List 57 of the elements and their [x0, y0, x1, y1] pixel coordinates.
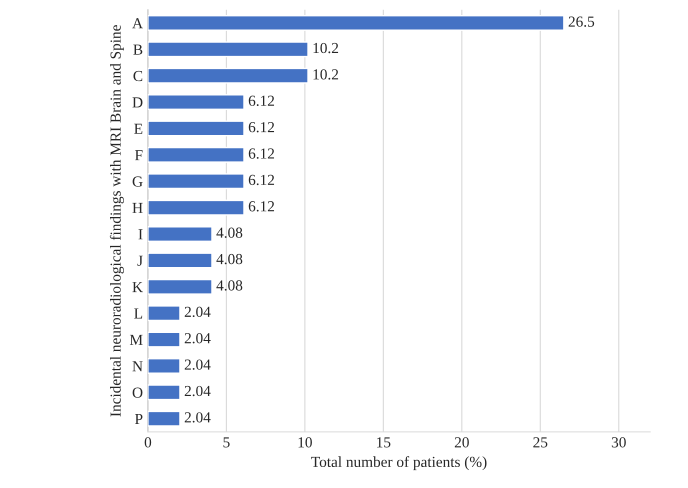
- y-tick-label: E: [134, 124, 142, 134]
- bar: [148, 305, 181, 322]
- x-tick-label: 20: [454, 437, 469, 448]
- x-tick-label: 15: [377, 437, 390, 448]
- x-tick-label: 25: [533, 437, 548, 448]
- bar: [148, 173, 245, 190]
- data-label: 10.2: [314, 42, 338, 54]
- data-label: 6.12: [248, 96, 274, 106]
- data-label: 2.04: [184, 386, 211, 396]
- bar: [148, 278, 213, 295]
- data-label: 26.5: [568, 16, 594, 27]
- bar: [148, 358, 181, 374]
- y-tick-label: L: [134, 308, 142, 318]
- bar: [148, 120, 245, 136]
- data-label: 6.12: [248, 148, 274, 159]
- bar: [148, 41, 309, 58]
- data-label: 6.12: [248, 201, 274, 212]
- y-tick-label: K: [132, 282, 143, 292]
- y-tick-label: M: [130, 334, 143, 345]
- bar: [148, 68, 309, 84]
- y-axis-title: Incidental neuroradiological findings with MRI Brain and Spine: [110, 25, 124, 417]
- bar: [148, 252, 213, 268]
- data-label: 2.04: [184, 333, 211, 344]
- y-tick-label: D: [132, 97, 142, 108]
- bar: [148, 146, 245, 163]
- bar: [148, 226, 213, 242]
- data-label: 10.2: [314, 69, 338, 80]
- y-tick-label: G: [132, 176, 143, 187]
- y-tick-label: C: [133, 70, 142, 82]
- bar: [148, 410, 181, 427]
- data-label: 6.12: [248, 174, 274, 186]
- data-label: 2.04: [184, 412, 211, 423]
- y-tick-label: H: [132, 202, 143, 213]
- y-tick-label: J: [137, 256, 143, 266]
- y-tick-label: P: [135, 414, 142, 424]
- y-tick-label: O: [132, 387, 142, 398]
- data-label: 4.08: [216, 254, 242, 264]
- data-label: 4.08: [216, 228, 242, 238]
- bar: [148, 94, 245, 110]
- bar: [148, 15, 565, 31]
- x-axis-title: Total number of patients (%): [311, 456, 486, 470]
- x-tick-label: 0: [144, 437, 152, 448]
- data-label: 2.04: [184, 306, 211, 318]
- x-tick-label: 5: [223, 437, 230, 448]
- data-label: 2.04: [184, 359, 211, 370]
- y-tick-label: I: [138, 229, 143, 240]
- y-tick-label: N: [132, 361, 143, 372]
- x-tick-label: 30: [612, 437, 626, 448]
- bar: [148, 332, 181, 348]
- y-tick-label: F: [135, 150, 143, 160]
- y-tick-label: A: [132, 18, 143, 28]
- y-tick-label: B: [133, 44, 142, 55]
- bar: [148, 384, 181, 400]
- x-tick-label: 10: [298, 437, 312, 448]
- data-label: 6.12: [248, 122, 274, 132]
- bar: [148, 200, 245, 216]
- data-label: 4.08: [216, 280, 242, 291]
